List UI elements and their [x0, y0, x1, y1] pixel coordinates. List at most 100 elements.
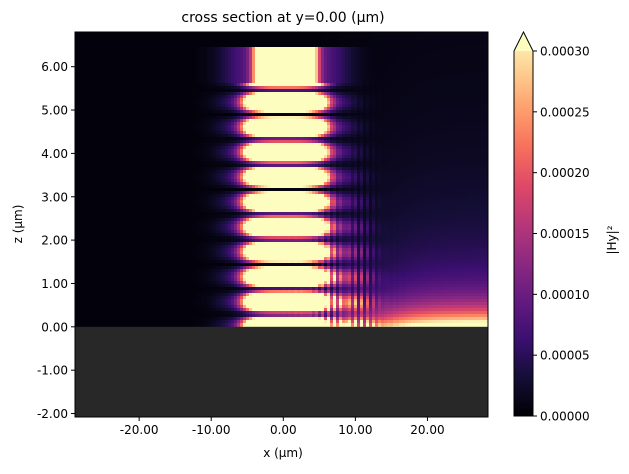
heatmap-cell: [384, 95, 388, 99]
heatmap-cell: [117, 92, 121, 96]
heatmap-cell: [453, 71, 457, 75]
heatmap-cell: [324, 95, 328, 99]
heatmap-cell: [195, 95, 199, 99]
heatmap-cell: [234, 74, 238, 78]
heatmap-cell: [411, 74, 415, 78]
heatmap-cell: [255, 89, 259, 93]
heatmap-cell: [339, 77, 343, 81]
heatmap-cell: [333, 80, 337, 84]
heatmap-cell: [477, 125, 481, 129]
heatmap-cell: [132, 41, 136, 45]
heatmap-cell: [144, 89, 148, 93]
heatmap-cell: [399, 62, 403, 66]
heatmap-cell: [138, 101, 142, 105]
heatmap-cell: [477, 119, 481, 123]
heatmap-cell: [408, 101, 412, 105]
heatmap-cell: [147, 50, 151, 54]
heatmap-cell: [162, 80, 166, 84]
heatmap-cell: [414, 131, 418, 135]
heatmap-cell: [87, 41, 91, 45]
heatmap-cell: [342, 113, 346, 117]
heatmap-cell: [345, 56, 349, 60]
heatmap-cell: [255, 101, 259, 105]
heatmap-cell: [474, 44, 478, 48]
heatmap-cell: [336, 92, 340, 96]
heatmap-cell: [93, 44, 97, 48]
heatmap-cell: [462, 83, 466, 87]
heatmap-cell: [111, 137, 115, 141]
heatmap-cell: [81, 83, 85, 87]
heatmap-cell: [381, 137, 385, 141]
heatmap-cell: [123, 77, 127, 81]
heatmap-cell: [459, 71, 463, 75]
heatmap-cell: [447, 53, 451, 57]
heatmap-cell: [162, 56, 166, 60]
heatmap-cell: [123, 140, 127, 144]
heatmap-cell: [480, 38, 484, 42]
heatmap-cell: [330, 56, 334, 60]
heatmap-cell: [306, 83, 310, 87]
heatmap-cell: [381, 62, 385, 66]
heatmap-cell: [363, 59, 367, 63]
heatmap-cell: [378, 119, 382, 123]
heatmap-cell: [189, 119, 193, 123]
heatmap-cell: [456, 50, 460, 54]
heatmap-cell: [309, 110, 313, 114]
heatmap-cell: [306, 131, 310, 135]
heatmap-cell: [465, 47, 469, 51]
heatmap-cell: [381, 92, 385, 96]
heatmap-cell: [111, 122, 115, 126]
heatmap-cell: [354, 83, 358, 87]
heatmap-cell: [141, 44, 145, 48]
heatmap-cell: [366, 53, 370, 57]
heatmap-cell: [333, 74, 337, 78]
heatmap-cell: [450, 53, 454, 57]
heatmap-cell: [312, 119, 316, 123]
heatmap-cell: [216, 122, 220, 126]
heatmap-cell: [156, 116, 160, 120]
heatmap-cell: [105, 62, 109, 66]
heatmap-cell: [375, 68, 379, 72]
heatmap-cell: [180, 83, 184, 87]
heatmap-cell: [165, 134, 169, 138]
heatmap-cell: [267, 68, 271, 72]
heatmap-cell: [453, 59, 457, 63]
heatmap-cell: [105, 131, 109, 135]
heatmap-cell: [159, 77, 163, 81]
heatmap-cell: [270, 68, 274, 72]
heatmap-cell: [453, 50, 457, 54]
heatmap-cell: [321, 71, 325, 75]
heatmap-cell: [372, 80, 376, 84]
heatmap-cell: [234, 44, 238, 48]
heatmap-cell: [198, 41, 202, 45]
heatmap-cell: [354, 101, 358, 105]
heatmap-cell: [393, 92, 397, 96]
heatmap-cell: [300, 53, 304, 57]
heatmap-cell: [438, 104, 442, 108]
heatmap-cell: [144, 131, 148, 135]
heatmap-cell: [117, 89, 121, 93]
heatmap-cell: [150, 41, 154, 45]
heatmap-cell: [147, 125, 151, 129]
heatmap-cell: [270, 110, 274, 114]
heatmap-cell: [168, 65, 172, 69]
heatmap-cell: [108, 68, 112, 72]
heatmap-cell: [318, 50, 322, 54]
heatmap-cell: [468, 56, 472, 60]
heatmap-cell: [372, 38, 376, 42]
heatmap-cell: [297, 137, 301, 141]
heatmap-cell: [102, 83, 106, 87]
heatmap-cell: [123, 113, 127, 117]
heatmap-cell: [303, 44, 307, 48]
heatmap-cell: [339, 44, 343, 48]
heatmap-cell: [138, 116, 142, 120]
heatmap-cell: [396, 137, 400, 141]
heatmap-cell: [114, 128, 118, 132]
heatmap-cell: [282, 86, 286, 90]
heatmap-cell: [150, 47, 154, 51]
heatmap-cell: [450, 77, 454, 81]
heatmap-cell: [348, 125, 352, 129]
heatmap-cell: [150, 32, 154, 36]
heatmap-cell: [405, 107, 409, 111]
heatmap-cell: [405, 62, 409, 66]
